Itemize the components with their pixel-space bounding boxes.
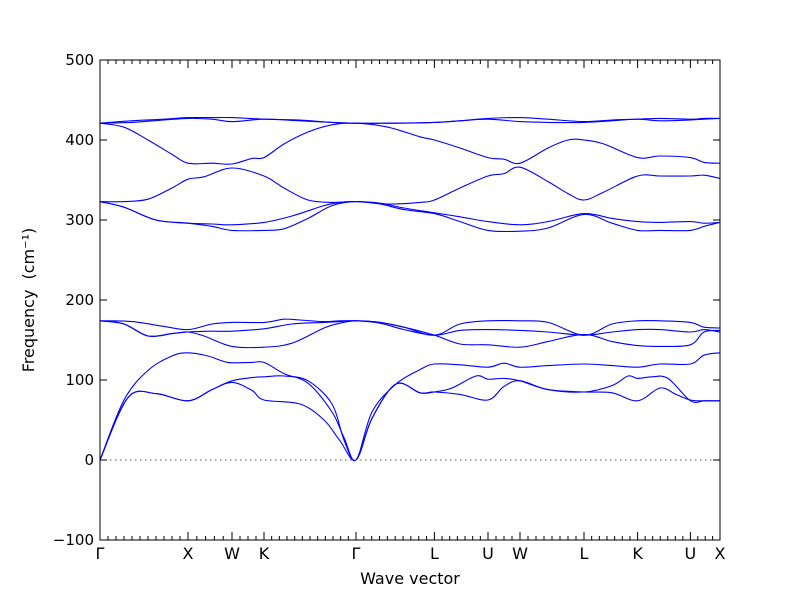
band-line-8 xyxy=(99,201,721,226)
band-line-9 xyxy=(99,166,721,205)
band-line-1 xyxy=(99,380,721,462)
x-tick-label: K xyxy=(259,544,270,563)
x-tick-label: Γ xyxy=(96,544,105,563)
y-tick-label: 400 xyxy=(65,131,94,149)
y-tick-label: 500 xyxy=(65,51,94,69)
x-tick-label: Γ xyxy=(352,544,361,563)
band-line-5 xyxy=(99,320,721,337)
x-tick-label: L xyxy=(580,544,589,563)
x-axis-label: Wave vector xyxy=(360,569,460,588)
y-tick-label: 0 xyxy=(84,451,94,469)
band-line-3 xyxy=(99,352,721,462)
x-tick-label: X xyxy=(715,544,726,563)
x-tick-label: W xyxy=(224,544,240,563)
x-tick-label: X xyxy=(183,544,194,563)
x-tick-label: L xyxy=(430,544,439,563)
y-tick-label: 300 xyxy=(65,211,94,229)
y-axis-label-unit: (cm⁻¹) xyxy=(19,228,38,280)
y-tick-label: 200 xyxy=(65,291,94,309)
y-axis-label-text: Frequency xyxy=(19,290,38,373)
band-line-10 xyxy=(99,122,721,165)
plot-frame xyxy=(99,59,721,541)
band-line-12 xyxy=(99,116,721,124)
band-line-7 xyxy=(99,201,721,233)
x-tick-label: K xyxy=(632,544,643,563)
band-line-2 xyxy=(99,375,720,462)
band-line-4 xyxy=(99,320,721,349)
x-tick-label: W xyxy=(512,544,528,563)
y-tick-label: −100 xyxy=(53,531,94,549)
y-axis-label: Frequency (cm⁻¹) xyxy=(19,228,38,372)
x-tick-label: U xyxy=(482,544,494,563)
y-axis-ticks: −100 0 100 200 300 400 500 xyxy=(53,51,720,549)
x-tick-label: U xyxy=(685,544,697,563)
band-line-6 xyxy=(99,318,721,336)
band-lines xyxy=(99,116,721,462)
y-tick-label: 100 xyxy=(65,371,94,389)
